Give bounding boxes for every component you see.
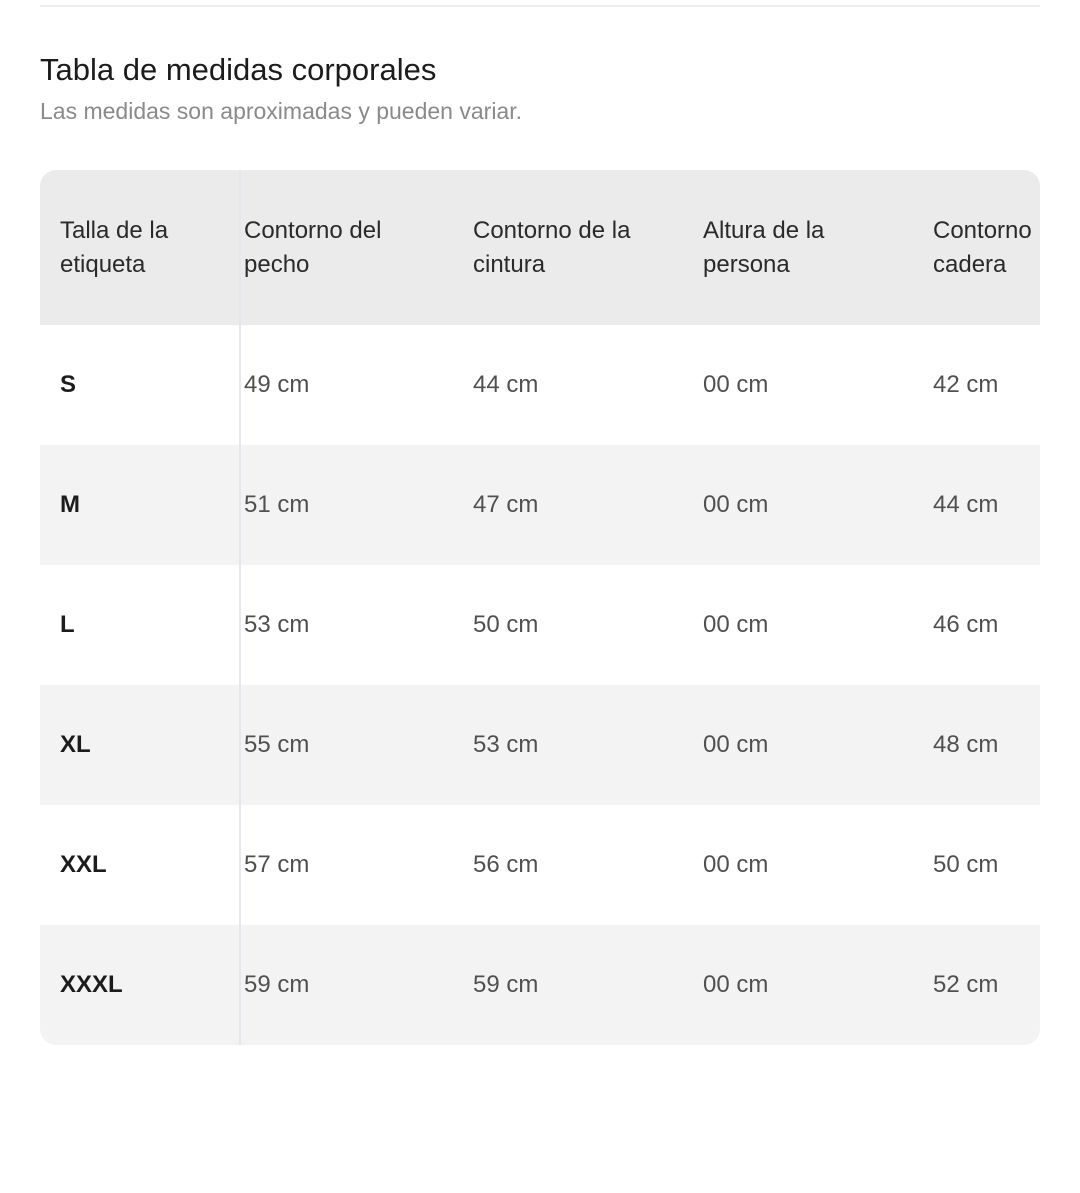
table-row: M 51 cm 47 cm 00 cm 44 cm [40,445,1040,565]
height-cell: 00 cm [703,971,769,998]
table-body: S 49 cm 44 cm 00 cm 42 cm M 51 cm 47 cm … [40,325,1040,1045]
table-row: XXL 57 cm 56 cm 00 cm 50 cm [40,805,1040,925]
header-line: cintura [473,250,546,278]
header-line: Talla de la [60,216,169,244]
size-cell: M [40,445,241,565]
header-line: Contorno [933,216,1032,244]
waist-cell: 47 cm [473,491,539,518]
height-cell: 00 cm [703,611,769,638]
header-line: pecho [244,250,310,278]
header-line: cadera [933,250,1007,278]
column-header-hip: Contorno cadera [930,170,1040,325]
column-header-size-label: Talla de la etiqueta [40,170,241,325]
chest-cell: 51 cm [244,491,310,518]
table-header: Talla de la etiqueta Contorno del pecho … [40,170,1040,325]
column-header-waist: Contorno de la cintura [470,170,700,325]
size-cell: XXL [40,805,241,925]
hip-cell: 48 cm [933,731,999,758]
height-cell: 00 cm [703,851,769,878]
hip-cell: 52 cm [933,971,999,998]
hip-cell: 46 cm [933,611,999,638]
chest-cell: 53 cm [244,611,310,638]
waist-cell: 44 cm [473,371,539,398]
header-line: etiqueta [60,250,146,278]
chest-cell: 49 cm [244,371,310,398]
header-line: persona [703,250,790,278]
table-row: S 49 cm 44 cm 00 cm 42 cm [40,325,1040,445]
page-title: Tabla de medidas corporales [40,52,437,87]
waist-cell: 50 cm [473,611,539,638]
header-line: Contorno de la [473,216,631,244]
size-chart-table-container: Talla de la etiqueta Contorno del pecho … [40,170,1040,1045]
header-line: Altura de la [703,216,825,244]
chest-cell: 55 cm [244,731,310,758]
waist-cell: 59 cm [473,971,539,998]
table-row: XXXL 59 cm 59 cm 00 cm 52 cm [40,925,1040,1045]
height-cell: 00 cm [703,491,769,518]
header-line: Contorno del [244,216,382,244]
waist-cell: 56 cm [473,851,539,878]
column-header-chest: Contorno del pecho [240,170,470,325]
height-cell: 00 cm [703,371,769,398]
column-header-height: Altura de la persona [700,170,930,325]
table-row: XL 55 cm 53 cm 00 cm 48 cm [40,685,1040,805]
chest-cell: 57 cm [244,851,310,878]
top-divider [40,5,1040,7]
size-cell: L [40,565,241,685]
size-cell: XL [40,685,241,805]
hip-cell: 44 cm [933,491,999,518]
waist-cell: 53 cm [473,731,539,758]
hip-cell: 42 cm [933,371,999,398]
size-chart-table: Talla de la etiqueta Contorno del pecho … [40,170,1040,1045]
size-cell: S [40,325,241,445]
chest-cell: 59 cm [244,971,310,998]
height-cell: 00 cm [703,731,769,758]
hip-cell: 50 cm [933,851,999,878]
header-row: Talla de la etiqueta Contorno del pecho … [40,170,1040,325]
table-row: L 53 cm 50 cm 00 cm 46 cm [40,565,1040,685]
page-subtitle: Las medidas son aproximadas y pueden var… [40,98,523,124]
size-cell: XXXL [40,925,241,1045]
